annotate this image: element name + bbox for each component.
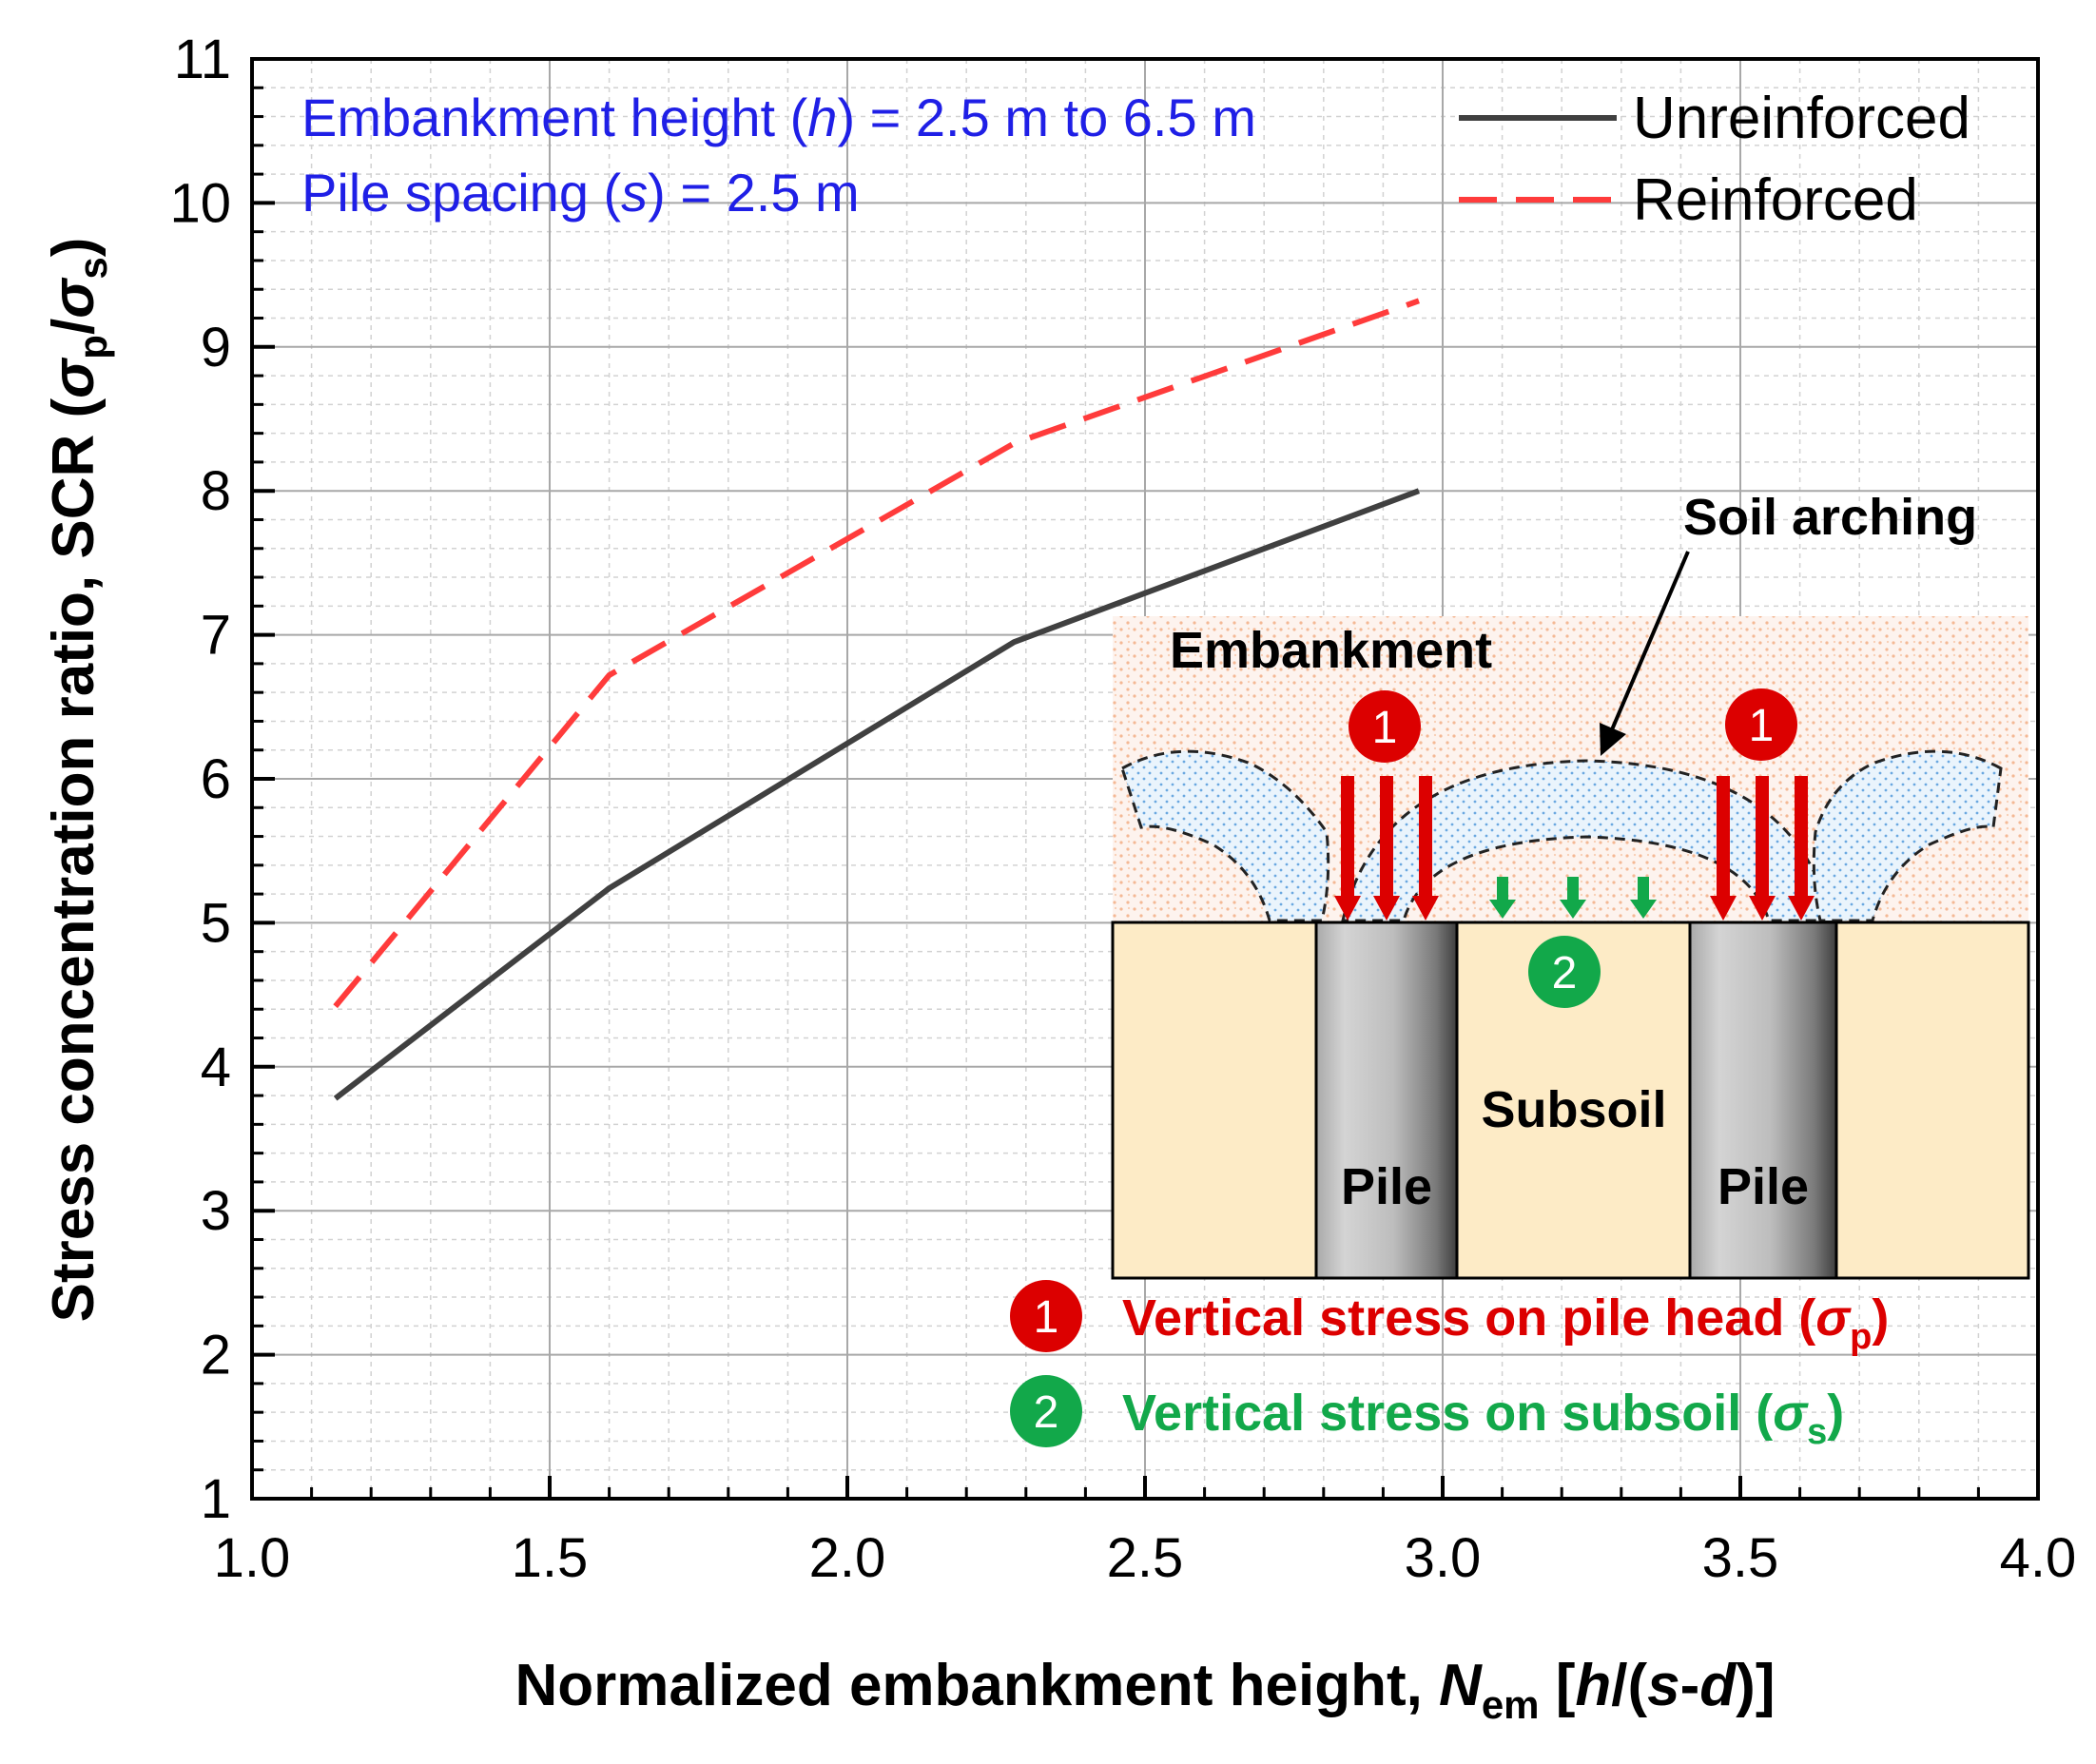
x-tick-label: 4.0 bbox=[2000, 1527, 2077, 1589]
x-tick-label: 3.0 bbox=[1405, 1527, 1482, 1589]
y-tick-label: 10 bbox=[169, 172, 231, 234]
arch-left bbox=[1120, 749, 1330, 922]
x-tick-label: 1.5 bbox=[512, 1527, 589, 1589]
subsoil-label: Subsoil bbox=[1481, 1081, 1666, 1138]
pile-stress-arrows-left bbox=[1334, 776, 1439, 921]
x-axis-title: Normalized embankment height, Nem [h/(s-… bbox=[515, 1653, 1776, 1727]
x-tick-label: 2.5 bbox=[1107, 1527, 1184, 1589]
legend-reinforced-label: Reinforced bbox=[1633, 167, 1918, 233]
pile-head-stress-legend: Vertical stress on pile head (σp) bbox=[1122, 1289, 1889, 1357]
y-tick-label: 8 bbox=[201, 460, 231, 522]
badge-1-left-number: 1 bbox=[1372, 703, 1398, 753]
pile-left bbox=[1314, 921, 1459, 1280]
arch-right bbox=[1812, 749, 2003, 922]
plot-frame bbox=[250, 57, 2040, 1501]
legend-unreinforced-label: Unreinforced bbox=[1633, 86, 1970, 151]
badge-1-right-number: 1 bbox=[1749, 701, 1775, 751]
pile-spacing-note: Pile spacing (s) = 2.5 m bbox=[301, 163, 860, 223]
legend-badge-2 bbox=[1010, 1375, 1082, 1447]
embankment-height-note: Embankment height (h) = 2.5 m to 6.5 m bbox=[301, 87, 1256, 147]
y-tick-label: 2 bbox=[201, 1325, 231, 1386]
y-tick-label: 3 bbox=[201, 1180, 231, 1242]
series-line-reinforced bbox=[333, 298, 1420, 1009]
pile-right bbox=[1688, 921, 1838, 1280]
subsoil-stress-legend: Vertical stress on subsoil (σs) bbox=[1122, 1385, 1844, 1452]
arch-middle bbox=[1341, 759, 1833, 922]
embankment-label: Embankment bbox=[1170, 622, 1492, 679]
y-tick-label: 4 bbox=[201, 1037, 231, 1098]
subsoil-stress-arrows bbox=[1489, 877, 1657, 919]
y-tick-label: 7 bbox=[201, 605, 231, 667]
pile-left-label: Pile bbox=[1341, 1158, 1432, 1215]
schematic-inset: Soil arching Embankment Subsoil Pile Pil… bbox=[1010, 489, 2030, 1452]
x-tick-label: 2.0 bbox=[809, 1527, 886, 1589]
y-axis-title: Stress concentration ratio, SCR (σp/σs) bbox=[41, 238, 115, 1323]
soil-arching-label: Soil arching bbox=[1683, 489, 1977, 546]
y-tick-label: 11 bbox=[174, 29, 231, 90]
badge-1-left bbox=[1349, 690, 1421, 763]
badge-2-subsoil bbox=[1528, 936, 1601, 1008]
series-layer bbox=[333, 298, 1421, 1101]
pile-right-label: Pile bbox=[1718, 1158, 1809, 1215]
legend: Unreinforced Reinforced bbox=[1459, 86, 1970, 233]
x-tick-label: 3.5 bbox=[1702, 1527, 1779, 1589]
y-tick-label: 6 bbox=[201, 748, 231, 810]
y-tick-label: 9 bbox=[201, 317, 231, 378]
pile-stress-arrows-right bbox=[1710, 776, 1815, 921]
legend-badge-1 bbox=[1010, 1280, 1082, 1352]
legend-badge-1-number: 1 bbox=[1034, 1292, 1059, 1343]
soil-arching-arrowhead bbox=[1600, 723, 1626, 756]
x-tick-label: 1.0 bbox=[214, 1527, 291, 1589]
legend-badge-2-number: 2 bbox=[1034, 1387, 1059, 1438]
y-tick-label: 5 bbox=[201, 892, 231, 954]
y-tick-label: 1 bbox=[201, 1468, 231, 1530]
soil-arching-pointer bbox=[1608, 551, 1690, 735]
badge-2-subsoil-number: 2 bbox=[1552, 948, 1578, 998]
series-line-unreinforced bbox=[333, 488, 1421, 1101]
badge-1-right bbox=[1725, 688, 1797, 761]
